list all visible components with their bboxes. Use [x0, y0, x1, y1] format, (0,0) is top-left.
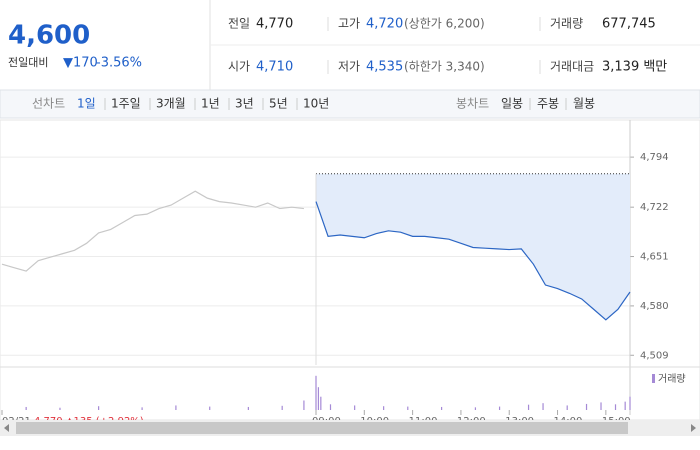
volume-bar	[624, 401, 626, 410]
scrollbar-thumb[interactable]	[16, 422, 628, 434]
volume-bar	[329, 404, 332, 410]
scroll-left[interactable]	[4, 424, 9, 432]
volume-bar	[600, 402, 602, 410]
stat-value: 3,139 백만	[602, 60, 667, 75]
volume-bar	[59, 407, 61, 410]
change-label: 전일대비	[8, 55, 48, 69]
volume-bar	[317, 387, 320, 410]
volume-bar	[542, 403, 544, 410]
y-tick-label: 4,722	[640, 202, 669, 213]
tab[interactable]: 10년	[303, 97, 329, 111]
tab-bar	[0, 89, 700, 119]
y-tick-label: 4,580	[640, 301, 669, 312]
volume-bar	[98, 406, 100, 410]
volume-bar	[303, 400, 305, 410]
tab[interactable]: 주봉	[537, 97, 559, 111]
price-line	[1, 190, 304, 272]
legend-swatch	[652, 374, 655, 383]
stat-note: (상한가 6,200)	[404, 17, 485, 31]
volume-bar	[629, 396, 631, 410]
volume-bar	[315, 375, 317, 410]
volume-bar	[354, 405, 356, 410]
volume-bar	[247, 406, 249, 410]
y-tick-label: 4,651	[640, 252, 669, 263]
stat-value: 4,720	[366, 17, 403, 32]
stat-label: 전일	[228, 17, 250, 31]
volume-bar	[320, 396, 322, 410]
volume-bar	[498, 406, 501, 410]
volume-bar	[441, 406, 443, 410]
volume-bar	[407, 406, 409, 410]
stat-value: 4,770	[256, 17, 293, 32]
volume-bar	[175, 405, 177, 410]
area-fill	[316, 173, 630, 320]
scroll-right[interactable]	[691, 424, 696, 432]
stat-label: 거래대금	[550, 60, 594, 74]
tab[interactable]: 1년	[201, 97, 220, 111]
stat-value: 4,710	[256, 60, 293, 75]
volume-bar	[474, 407, 477, 410]
stat-value: 4,535	[366, 60, 403, 75]
y-tick-label: 4,509	[640, 350, 669, 361]
volume-bar	[25, 406, 27, 410]
volume-bar	[141, 407, 143, 410]
tab[interactable]: 5년	[269, 97, 288, 111]
volume-bar	[281, 405, 283, 410]
stat-label: 저가	[338, 60, 360, 74]
y-tick-label: 4,794	[640, 152, 669, 163]
stat-label: 고가	[338, 17, 360, 31]
volume-bar	[585, 403, 588, 410]
price: 4,600	[8, 21, 90, 51]
volume-bar	[614, 404, 617, 410]
stat-value: 677,745	[602, 17, 656, 32]
tab-label: 봉차트	[456, 97, 489, 111]
volume-bar	[527, 404, 530, 410]
volume-bar	[566, 405, 568, 410]
tab[interactable]: 1주일	[111, 97, 141, 111]
tab[interactable]: 월봉	[573, 97, 595, 111]
tab[interactable]: 3년	[235, 97, 254, 111]
legend-label: 거래량	[658, 373, 686, 385]
volume-bar	[209, 406, 211, 410]
stat-label: 시가	[228, 60, 250, 74]
stat-note: (하한가 3,340)	[404, 60, 485, 74]
tab-label: 선차트	[32, 97, 65, 111]
price-line	[315, 201, 631, 321]
tab[interactable]: 1일	[77, 97, 96, 111]
tab[interactable]: 3개월	[156, 97, 186, 111]
tab[interactable]: 일봉	[501, 97, 523, 111]
change: ▼170	[63, 56, 98, 71]
stat-label: 거래량	[550, 17, 583, 31]
volume-bar	[383, 406, 385, 410]
change-pct: -3.56%	[96, 56, 142, 71]
